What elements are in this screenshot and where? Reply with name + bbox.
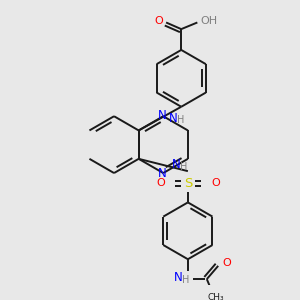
Text: O: O — [211, 178, 220, 188]
Text: N: N — [172, 158, 181, 172]
Text: CH₃: CH₃ — [208, 292, 225, 300]
Text: S: S — [184, 177, 192, 190]
Text: N: N — [158, 167, 167, 181]
Text: H: H — [177, 116, 184, 125]
Text: N: N — [158, 109, 167, 122]
Text: N: N — [174, 271, 183, 284]
Text: O: O — [154, 16, 163, 26]
Text: OH: OH — [200, 16, 217, 26]
Text: O: O — [222, 258, 231, 268]
Text: O: O — [156, 178, 165, 188]
Text: N: N — [169, 112, 178, 125]
Text: H: H — [182, 275, 190, 285]
Text: H: H — [180, 162, 188, 172]
